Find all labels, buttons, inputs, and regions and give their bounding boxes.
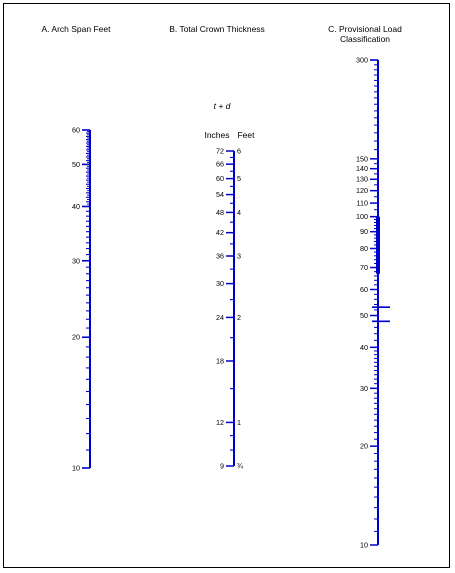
scale-c-tick-label: 30 bbox=[360, 384, 368, 393]
scale-a-tick-label: 30 bbox=[72, 256, 80, 265]
scale-b-feet-label: 6 bbox=[237, 147, 241, 156]
scale-c-tick-label: 50 bbox=[360, 311, 368, 320]
header-load-classification-line2: Classification bbox=[340, 34, 390, 44]
scale-c-tick-label: 60 bbox=[360, 285, 368, 294]
scale-b-feet-label: 3 bbox=[237, 252, 241, 261]
header-load-classification-line1: C. Provisional Load bbox=[328, 24, 402, 34]
scale-b-inch-label: 72 bbox=[216, 147, 224, 156]
scale-b-inch-label: 60 bbox=[216, 174, 224, 183]
scale-b-feet-label: 4 bbox=[237, 208, 241, 217]
scale-c-tick-label: 110 bbox=[357, 199, 368, 208]
scale-b-inch-label: 30 bbox=[216, 279, 224, 288]
scale-b-inch-label: 9 bbox=[220, 462, 224, 471]
scale-a-tick-label: 60 bbox=[72, 126, 80, 135]
scale-c-tick-label: 90 bbox=[360, 227, 368, 236]
scale-b-inch-label: 66 bbox=[216, 160, 224, 169]
scale-b-inch-label: 18 bbox=[216, 357, 224, 366]
scale-b-inch-label: 12 bbox=[216, 418, 224, 427]
scale-b-inch-label: 36 bbox=[216, 252, 224, 261]
scale-a-tick-label: 50 bbox=[72, 160, 80, 169]
scale-b-inch-label: 24 bbox=[216, 313, 224, 322]
scale-c-tick-label: 130 bbox=[356, 175, 368, 184]
scale-b-feet-label: 1 bbox=[237, 418, 241, 427]
scale-c-tick-label: 70 bbox=[360, 263, 368, 272]
scale-b-feet-label: 5 bbox=[237, 174, 241, 183]
scale-b-inch-label: 48 bbox=[216, 208, 224, 217]
units-inches-label: Inches bbox=[204, 130, 229, 140]
header-crown-thickness: B. Total Crown Thickness bbox=[169, 24, 265, 34]
header-arch-span: A. Arch Span Feet bbox=[42, 24, 112, 34]
scale-a-tick-label: 10 bbox=[72, 464, 80, 473]
scale-a-tick-label: 40 bbox=[72, 202, 80, 211]
scale-b-feet-label: ¾ bbox=[237, 462, 244, 471]
scale-a-arch-span: 10 20 30 40 50 60 bbox=[72, 126, 91, 473]
units-feet-label: Feet bbox=[237, 130, 255, 140]
scale-c-tick-label: 300 bbox=[356, 56, 368, 65]
scale-c-tick-label: 150 bbox=[356, 154, 368, 163]
formula-label: t + d bbox=[214, 101, 231, 111]
scale-c-tick-label: 120 bbox=[356, 186, 368, 195]
scale-a-tick-label: 20 bbox=[72, 333, 80, 342]
scale-b-feet-label: 2 bbox=[237, 313, 241, 322]
scale-c-tick-label: 10 bbox=[360, 541, 368, 550]
scale-c-tick-label: 80 bbox=[360, 244, 368, 253]
scale-b-inch-label: 54 bbox=[216, 190, 224, 199]
scale-c-tick-label: 100 bbox=[356, 212, 368, 221]
diagram-frame bbox=[3, 3, 450, 568]
scale-c-tick-label: 40 bbox=[360, 343, 368, 352]
scale-c-tick-label: 140 bbox=[356, 164, 368, 173]
scale-b-inch-label: 42 bbox=[216, 228, 224, 237]
scale-c-tick-label: 20 bbox=[360, 442, 368, 451]
